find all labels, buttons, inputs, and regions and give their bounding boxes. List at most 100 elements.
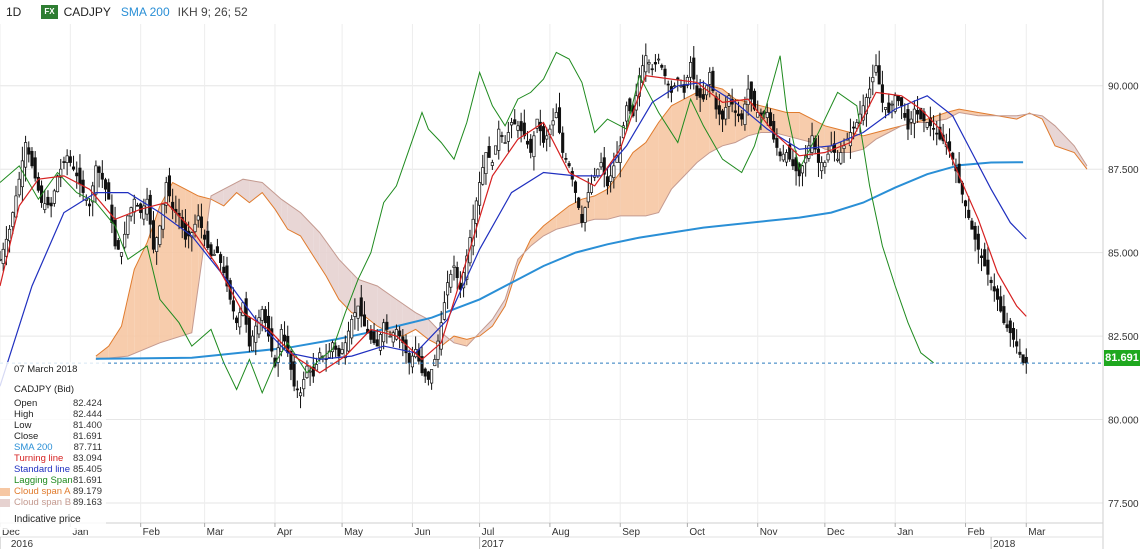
x-tick-label: Jul: [482, 527, 495, 538]
price-candle-body: [820, 162, 824, 172]
price-candle-body: [720, 110, 725, 120]
price-candle-body: [551, 120, 555, 126]
info-row-cloud-span-a: Cloud span A 89.179: [14, 486, 102, 497]
price-candle-body: [302, 379, 306, 390]
ichimoku-cloud-segment: [121, 297, 128, 357]
price-candle-body: [267, 315, 271, 337]
x-tick-label: Sep: [622, 527, 640, 538]
price-candle-body: [919, 107, 923, 120]
info-row-value: 81.400: [72, 420, 102, 431]
price-candle-body: [490, 162, 494, 166]
price-candle-body: [874, 65, 878, 73]
sma-indicator-label[interactable]: SMA 200: [120, 5, 170, 19]
price-candle-body: [359, 297, 363, 317]
ichimoku-cloud-segment: [645, 122, 659, 216]
ichimoku-cloud-segment: [223, 182, 237, 206]
price-candle-body: [263, 309, 267, 324]
price-candle-body: [644, 55, 648, 73]
ichimoku-cloud-segment: [479, 319, 493, 337]
price-candle-body: [222, 266, 226, 274]
price-candle-body: [743, 103, 747, 125]
price-candle-body: [963, 200, 968, 207]
price-candle-body: [887, 102, 891, 113]
price-candle-body: [692, 57, 696, 80]
price-candle-body: [916, 109, 920, 115]
price-candle-body: [123, 233, 127, 248]
ichimoku-cloud-segment: [607, 172, 621, 220]
price-candle-body: [788, 144, 792, 160]
price-candle-body: [161, 203, 165, 230]
price-candle-body: [436, 340, 440, 360]
info-panel: 07 March 2018 CADJPY (Bid) Open 82.424 Hig…: [0, 362, 106, 530]
price-candle-body: [1011, 328, 1016, 340]
symbol-label[interactable]: CADJPY: [63, 5, 111, 19]
price-candle-body: [621, 125, 625, 139]
ichimoku-cloud-segment: [786, 112, 800, 140]
year-label: 2017: [482, 539, 505, 549]
price-candle-body: [701, 94, 705, 100]
ichimoku-cloud-segment: [313, 225, 320, 266]
price-candle-body: [529, 138, 533, 153]
info-row-close: Close 81.691: [14, 431, 102, 442]
price-candle-body: [877, 65, 881, 85]
x-tick-label: Apr: [277, 527, 293, 538]
price-candle-body: [148, 194, 152, 225]
price-candle-body: [871, 77, 875, 83]
ichimoku-cloud-segment: [863, 132, 877, 150]
ichimoku-cloud-segment: [671, 99, 685, 190]
price-candle-body: [647, 62, 651, 65]
price-candle-body: [471, 218, 475, 247]
price-candle-body: [372, 331, 376, 344]
price-candle-body: [513, 119, 517, 125]
ikh-indicator-label[interactable]: IKH 9; 26; 52: [177, 5, 248, 19]
price-candle-body: [676, 77, 680, 80]
price-candle-body: [158, 225, 162, 245]
price-candle-body: [589, 183, 594, 193]
price-candle-body: [545, 135, 549, 140]
price-candle-body: [1, 248, 5, 264]
price-candle-body: [235, 317, 239, 324]
price-candle-body: [46, 196, 50, 206]
price-candle-body: [478, 182, 482, 206]
ichimoku-cloud-segment: [236, 179, 243, 198]
price-candle-body: [1008, 320, 1012, 334]
price-candle-body: [43, 203, 47, 210]
price-candle-body: [346, 330, 351, 352]
price-candle-body: [781, 153, 785, 161]
price-candle-body: [455, 267, 459, 279]
ichimoku-cloud-segment: [799, 112, 813, 143]
turning-line: [0, 75, 1027, 374]
price-candle-body: [254, 325, 258, 343]
info-row-label: SMA 200: [14, 442, 53, 453]
price-candle-body: [525, 140, 530, 145]
info-row-cloud-span-b: Cloud span B 89.163: [14, 497, 102, 508]
ichimoku-cloud-segment: [946, 109, 960, 120]
price-candle-body: [164, 182, 168, 206]
price-candle-body: [979, 255, 984, 258]
year-label: 2018: [993, 539, 1016, 549]
ichimoku-cloud-segment: [211, 189, 224, 206]
price-candle-body: [103, 179, 108, 190]
price-candle-body: [203, 234, 207, 240]
price-candle-body: [257, 317, 261, 335]
price-candle-body: [343, 342, 347, 359]
price-candle-body: [375, 339, 379, 347]
price-candle-body: [388, 335, 392, 338]
price-candle-body: [839, 152, 843, 164]
price-candle-body: [17, 178, 21, 196]
price-candle-body: [270, 328, 274, 352]
price-candle-body: [986, 259, 990, 275]
price-candle-body: [580, 213, 584, 223]
info-row-sma-200: SMA 200 87.711: [14, 442, 102, 453]
ichimoku-cloud-segment: [326, 241, 339, 300]
price-candle-body: [836, 158, 840, 161]
x-tick-label: Feb: [143, 527, 161, 538]
price-candle-body: [724, 107, 728, 120]
price-candle-body: [689, 62, 693, 78]
ichimoku-cloud-segment: [108, 326, 122, 359]
interval-label[interactable]: 1D: [6, 5, 22, 19]
ichimoku-cloud-segment: [556, 205, 570, 230]
info-date: 07 March 2018: [14, 364, 78, 375]
price-candle-body: [113, 219, 117, 247]
